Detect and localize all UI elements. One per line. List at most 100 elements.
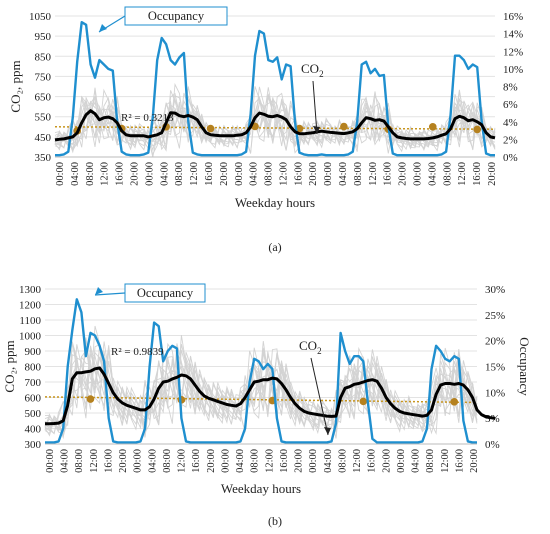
x-tick-label: 08:00 (74, 449, 85, 473)
occupancy-callout-arrowhead (95, 287, 103, 295)
x-tick-label: 20:00 (118, 449, 129, 473)
x-tick-label: 16:00 (454, 449, 465, 473)
x-tick-label: 00:00 (413, 162, 424, 186)
occupancy-callout-label: Occupancy (137, 286, 194, 300)
y-tick-label-left: 600 (25, 393, 42, 405)
x-axis-label: Weekday hours (235, 195, 315, 210)
occupancy-callout-box (124, 6, 228, 26)
x-tick-label: 00:00 (45, 449, 56, 473)
y-tick-label-left: 1100 (19, 315, 41, 327)
trend-marker (359, 397, 368, 406)
y-tick-label-right: 16% (503, 11, 523, 23)
x-tick-label: 16:00 (191, 449, 202, 473)
y-tick-label-right: 4% (503, 117, 518, 129)
y-tick-label-right: 10% (485, 387, 505, 399)
x-tick-label: 20:00 (487, 162, 498, 186)
y-tick-label-right: 25% (485, 310, 505, 322)
y-tick-label-left: 750 (35, 71, 52, 83)
x-tick-label: 16:00 (103, 449, 114, 473)
chart-a-svg: 350 450 550 650 750 850 950 1050 0% 2% 4% 6% 8% 10% 12… (8, 6, 523, 210)
trend-marker (206, 124, 215, 133)
trend-marker (340, 122, 348, 131)
co2-annotation: CO2 (301, 61, 324, 79)
co2-annotation: CO2 (299, 338, 322, 356)
x-tick-label: 16:00 (383, 162, 394, 186)
y-tick-label-right: 6% (503, 99, 518, 111)
trend-marker (86, 395, 95, 403)
co2-arrowhead (324, 427, 331, 435)
occupancy-line (55, 21, 495, 157)
co2-arrow (312, 80, 318, 135)
x-axis-label: Weekday hours (221, 481, 301, 496)
y-axis-label-left: CO₂, ppm (8, 60, 23, 112)
y-tick-label-right: 8% (503, 82, 518, 94)
y-tick-label-left: 400 (25, 424, 42, 436)
x-tick-label: 08:00 (264, 162, 275, 186)
y-tick-label-left: 1200 (19, 300, 42, 312)
x-tick-label: 04:00 (411, 449, 422, 473)
x-tick-label: 00:00 (323, 162, 334, 186)
y-axis-label-left: CO₂, ppm (2, 340, 17, 392)
x-tick-label: 08:00 (337, 449, 348, 473)
x-tick-label: 08:00 (442, 162, 453, 186)
x-tick-label: 00:00 (396, 449, 407, 473)
x-tick-label: 08:00 (353, 162, 364, 186)
trend-marker (450, 398, 459, 406)
y-tick-label-left: 850 (35, 51, 52, 63)
y-tick-label-left: 1300 (19, 284, 42, 296)
x-tick-label: 12:00 (352, 449, 363, 473)
y-tick-label-right: 0% (485, 439, 500, 451)
y-tick-label-right: 14% (503, 29, 523, 41)
y-tick-label-right: 0% (503, 152, 518, 164)
x-tick-label: 08:00 (250, 449, 261, 473)
x-tick-label: 00:00 (133, 449, 144, 473)
x-tick-label: 04:00 (323, 449, 334, 473)
y-tick-label-right: 12% (503, 46, 523, 58)
y-tick-label-right: 2% (503, 134, 518, 146)
x-tick-label: 20:00 (308, 162, 319, 186)
co2-line (45, 366, 496, 426)
x-tick-label: 16:00 (367, 449, 378, 473)
x-tick-label: 12:00 (189, 162, 200, 186)
x-tick-label: 20:00 (398, 162, 409, 186)
x-tick-label: 00:00 (234, 162, 245, 186)
x-tick-label: 00:00 (220, 449, 231, 473)
chart-panel-b: 300 400 500 600 700 800 900 1000 1100 1200 1300 0% 5… (0, 262, 550, 513)
x-tick-label: 04:00 (159, 162, 170, 186)
x-tick-label: 00:00 (308, 449, 319, 473)
x-tick-label: 12:00 (177, 449, 188, 473)
y-tick-label-left: 300 (25, 439, 42, 451)
x-tick-label: 20:00 (469, 449, 480, 473)
x-tick-label: 16:00 (115, 162, 126, 186)
x-tick-label: 20:00 (219, 162, 230, 186)
occupancy-callout-arrowhead (99, 24, 107, 32)
y-tick-label-left: 700 (25, 377, 42, 389)
y-tick-label-left: 350 (35, 152, 52, 164)
x-tick-label: 20:00 (129, 162, 140, 186)
x-tick-label: 04:00 (60, 449, 71, 473)
x-tick-label: 12:00 (457, 162, 468, 186)
x-tick-label: 16:00 (293, 162, 304, 186)
x-tick-label: 04:00 (338, 162, 349, 186)
y-tick-label-right: 15% (485, 362, 505, 374)
r-squared-label: R² = 0.9839 (111, 346, 164, 358)
x-tick-label: 12:00 (89, 449, 100, 473)
sample-line (54, 91, 496, 152)
occupancy-line (45, 298, 477, 444)
y-tick-label-right: 30% (485, 284, 505, 296)
trend-marker (295, 124, 304, 133)
y-axis-label-right: Occupancy (517, 337, 532, 396)
co2-annotation-subscript: 2 (317, 346, 322, 356)
x-tick-label: 12:00 (368, 162, 379, 186)
x-tick-label: 08:00 (85, 162, 96, 186)
x-tick-label: 16:00 (472, 162, 483, 186)
co2-line (54, 109, 496, 142)
y-tick-label-left: 950 (35, 31, 52, 43)
x-tick-label: 04:00 (249, 162, 260, 186)
co2-annotation-subscript: 2 (319, 69, 324, 79)
y-tick-label-left: 1050 (29, 11, 52, 23)
x-tick-label: 00:00 (144, 162, 155, 186)
y-tick-label-left: 450 (35, 132, 52, 144)
y-tick-label-left: 1000 (19, 331, 42, 343)
x-tick-label: 12:00 (264, 449, 275, 473)
